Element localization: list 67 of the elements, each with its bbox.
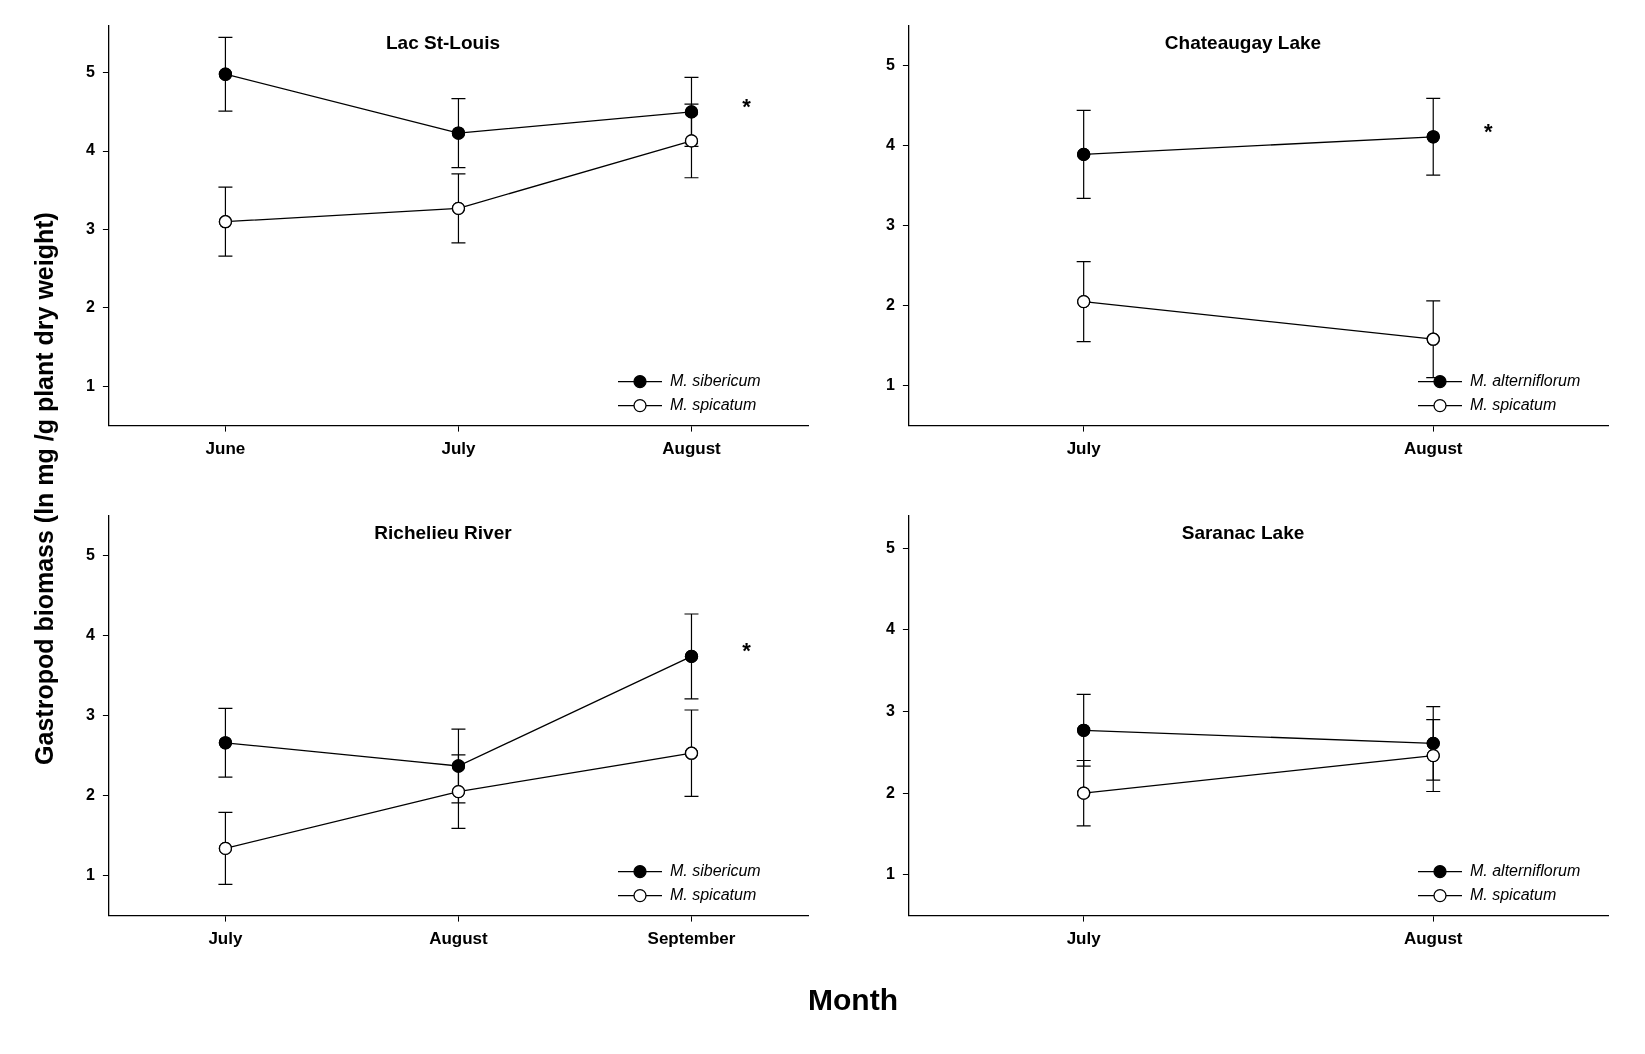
annotation: * — [742, 93, 752, 119]
y-tick-label: 1 — [85, 866, 95, 884]
legend-label: M. sibericum — [670, 862, 761, 880]
legend-label: M. spicatum — [1470, 886, 1557, 904]
y-tick-label: 1 — [885, 865, 895, 883]
x-tick-label: July — [1066, 439, 1102, 459]
point — [218, 215, 233, 229]
point — [1077, 294, 1091, 309]
point — [684, 105, 699, 119]
y-tick-label: 3 — [885, 216, 895, 234]
point — [1426, 748, 1440, 763]
y-tick-label: 4 — [885, 620, 895, 638]
point — [218, 841, 233, 856]
point — [1426, 736, 1440, 751]
point — [684, 649, 699, 664]
x-tick-label: July — [1066, 929, 1102, 949]
point — [1426, 332, 1440, 346]
y-tick-label: 3 — [85, 706, 95, 724]
x-tick-label: August — [429, 929, 489, 949]
point — [1426, 130, 1440, 144]
chart-title: Lac St-Louis — [385, 32, 501, 54]
point — [451, 759, 466, 773]
legend-label: M. alterniflorum — [1470, 862, 1581, 880]
point — [451, 201, 466, 215]
y-tick-label: 4 — [85, 626, 95, 644]
y-tick-label: 5 — [885, 538, 895, 556]
x-axis-title: Month — [807, 983, 899, 1017]
point — [684, 746, 699, 760]
x-tick-label: September — [647, 929, 736, 949]
y-tick-label: 2 — [885, 296, 895, 314]
point — [1077, 786, 1091, 800]
point — [451, 784, 466, 799]
annotation: * — [742, 638, 752, 664]
y-axis-title: Gastropod biomass (ln mg /g plant dry weight) — [29, 211, 59, 765]
y-tick-label: 3 — [885, 701, 895, 719]
point — [1077, 723, 1091, 737]
legend-label: M. alterniflorum — [1470, 372, 1581, 390]
point — [1077, 147, 1091, 162]
legend-label: M. spicatum — [670, 886, 757, 904]
point — [684, 134, 699, 148]
point — [218, 67, 233, 81]
chart-title: Saranac Lake — [1181, 522, 1305, 544]
annotation: * — [1483, 118, 1493, 144]
y-tick-label: 5 — [885, 56, 895, 74]
y-tick-label: 1 — [85, 376, 95, 394]
point — [451, 126, 466, 140]
x-tick-label: July — [441, 439, 476, 459]
legend-label: M. sibericum — [670, 372, 761, 390]
legend-label: M. spicatum — [1470, 396, 1557, 414]
x-tick-label: June — [205, 439, 246, 459]
x-tick-label: August — [662, 439, 722, 459]
y-tick-label: 1 — [885, 376, 895, 394]
x-tick-label: August — [1403, 929, 1463, 949]
x-tick-label: July — [208, 929, 243, 949]
y-tick-label: 2 — [885, 783, 895, 801]
y-tick-label: 4 — [885, 136, 895, 154]
legend-label: M. spicatum — [670, 396, 757, 414]
point — [218, 736, 233, 750]
y-tick-label: 3 — [85, 219, 95, 237]
x-tick-label: August — [1403, 439, 1463, 459]
y-tick-label: 4 — [85, 141, 95, 159]
chart-title: Chateaugay Lake — [1164, 32, 1322, 54]
y-tick-label: 5 — [85, 63, 95, 81]
y-tick-label: 2 — [85, 298, 95, 316]
chart-title: Richelieu River — [374, 522, 513, 544]
y-tick-label: 5 — [85, 546, 95, 564]
y-tick-label: 2 — [85, 786, 95, 804]
